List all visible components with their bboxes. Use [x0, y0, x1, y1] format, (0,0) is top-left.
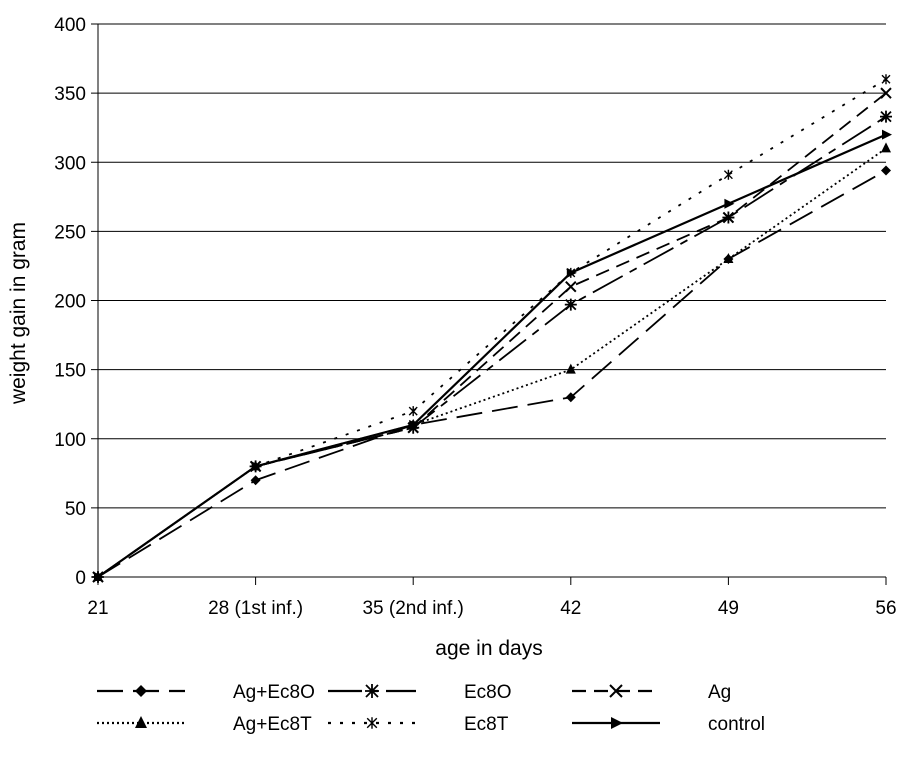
axes — [91, 23, 887, 585]
marker-shape — [408, 406, 418, 417]
series-line — [97, 78, 887, 578]
legend-label: Ec8T — [464, 714, 509, 735]
data-point — [882, 129, 892, 140]
marker-shape — [565, 280, 577, 293]
marker-shape — [609, 684, 623, 698]
data-point — [611, 717, 623, 729]
data-point — [880, 87, 892, 99]
data-point — [723, 169, 733, 180]
y-tick-label: 350 — [54, 84, 86, 105]
series-control — [94, 129, 892, 582]
series-lines — [92, 74, 892, 583]
legend-item: Ag — [572, 682, 731, 703]
series-ag-ec8o — [93, 165, 891, 582]
y-tick-label: 400 — [54, 15, 86, 36]
data-point — [724, 198, 735, 209]
legend-item: Ag+Ec8T — [97, 714, 312, 735]
marker-shape — [365, 684, 379, 698]
x-tick-label: 21 — [87, 598, 108, 619]
y-tick-label: 300 — [54, 153, 86, 174]
data-point — [250, 475, 261, 486]
data-point — [409, 419, 420, 430]
x-tick-label: 42 — [560, 598, 581, 619]
data-point — [609, 684, 623, 698]
y-tick-label: 200 — [54, 292, 86, 313]
legend-label: Ec8O — [464, 682, 512, 703]
data-point — [565, 280, 577, 293]
marker-shape — [723, 169, 733, 180]
legend-item: Ec8T — [328, 714, 509, 735]
legend-label: Ag+Ec8O — [233, 682, 315, 703]
x-tick-label: 35 (2nd inf.) — [362, 598, 463, 619]
data-point — [723, 253, 734, 264]
y-axis-title: weight gain in gram — [7, 222, 30, 405]
legend-item: Ec8O — [328, 682, 512, 703]
data-point — [565, 392, 576, 403]
y-tick-label: 100 — [54, 430, 86, 451]
marker-shape — [722, 211, 735, 224]
data-point — [722, 211, 735, 224]
data-point — [881, 142, 891, 153]
legend-label: Ag+Ec8T — [233, 714, 312, 735]
data-point — [565, 363, 576, 374]
x-tick-label: 49 — [718, 598, 739, 619]
data-point — [564, 298, 577, 311]
y-tick-label: 50 — [65, 499, 86, 520]
data-point — [881, 165, 891, 176]
series-line — [97, 92, 887, 578]
data-point — [408, 406, 418, 417]
data-point — [251, 461, 262, 472]
y-tick-label: 250 — [54, 222, 86, 243]
marker-shape — [881, 74, 891, 85]
legend-label: control — [708, 714, 765, 735]
y-tick-label: 0 — [75, 568, 86, 589]
legend: Ag+Ec8O Ec8O Ag Ag+Ec8T Ec8T control — [97, 682, 765, 735]
gridlines — [98, 23, 886, 509]
x-tick-labels: 21 28 (1st inf.) 35 (2nd inf.) 42 49 56 — [87, 598, 896, 619]
series-line — [97, 133, 887, 578]
marker-shape — [366, 717, 378, 729]
series-ec8o — [92, 110, 892, 583]
x-axis-title: age in days — [435, 637, 542, 660]
marker-shape — [880, 110, 892, 123]
data-point — [365, 684, 379, 698]
series-line — [97, 169, 887, 578]
data-point — [94, 572, 104, 582]
data-point — [880, 110, 892, 123]
x-tick-label: 28 (1st inf.) — [208, 598, 303, 619]
x-tick-label: 56 — [875, 598, 896, 619]
data-point — [135, 685, 147, 697]
data-point — [135, 716, 147, 728]
marker-shape — [880, 87, 892, 99]
y-tick-label: 150 — [54, 361, 86, 382]
y-tick-labels: 0 50 100 150 200 250 300 350 400 — [54, 15, 86, 589]
data-point — [366, 717, 378, 729]
series-line — [97, 147, 887, 578]
marker-shape — [564, 298, 577, 311]
data-point — [566, 267, 577, 278]
data-point — [881, 74, 891, 85]
legend-item: Ag+Ec8O — [97, 682, 315, 703]
series-ag-ec8t — [93, 142, 891, 581]
series-ec8t — [93, 74, 891, 582]
legend-label: Ag — [708, 682, 731, 703]
legend-item: control — [572, 714, 765, 735]
